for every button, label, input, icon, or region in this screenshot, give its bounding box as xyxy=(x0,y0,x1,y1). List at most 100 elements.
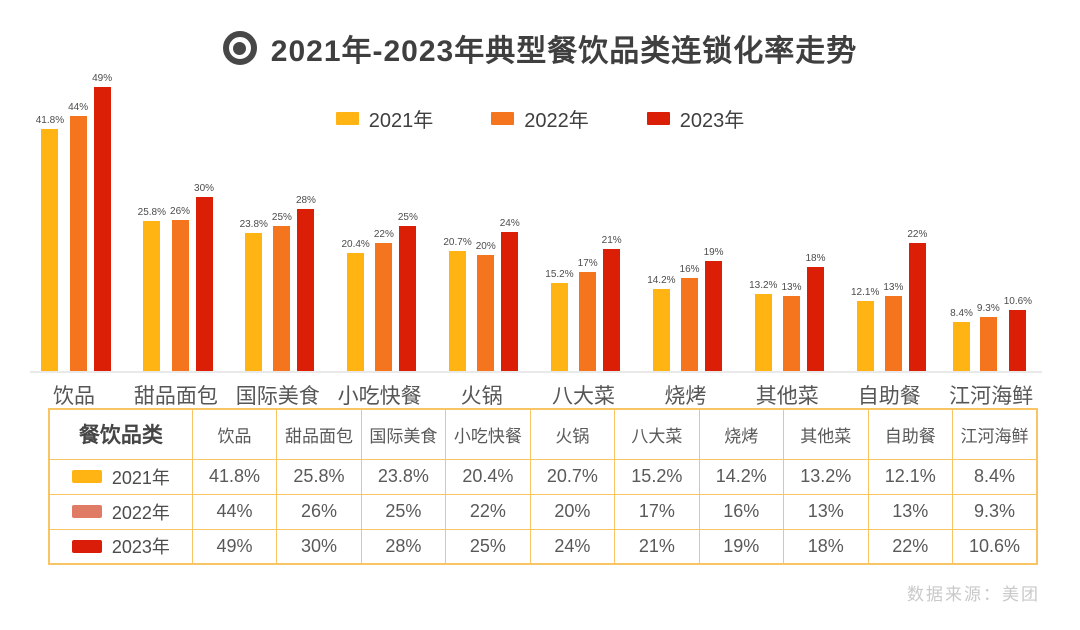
bar-value-label: 16% xyxy=(679,264,700,275)
bar-value-label: 44% xyxy=(68,102,89,113)
table-header-row: 餐饮品类 饮品 甜品面包 国际美食 小吃快餐 火锅 八大菜 烧烤 其他菜 自助餐 江河海鲜 xyxy=(48,408,1038,460)
bar-group-江河海鲜: 8.4% 9.3% 10.6% xyxy=(940,68,1042,371)
legend-label: 2022年 xyxy=(524,110,589,132)
bar-2021年-烧烤 xyxy=(652,289,670,371)
bar-item: 13.2% xyxy=(749,280,777,371)
title-row: 2021年-2023年典型餐饮品类连锁化率走势 xyxy=(0,26,1080,70)
table-cell: 13.2% xyxy=(783,458,869,495)
category-label-国际美食: 国际美食 xyxy=(235,385,320,408)
bar-value-label: 25.8% xyxy=(137,207,167,218)
x-axis-category-labels: 饮品 甜品面包 国际美食 小吃快餐 火锅 八大菜 烧烤 其他菜 自助餐 江河海鲜 xyxy=(23,380,1042,410)
x-axis-line xyxy=(30,371,1042,373)
table-header-烧烤: 烧烤 xyxy=(698,408,785,460)
table-row-2022年: 2022年 44% 26% 25% 22% 20% 17% 16% 13% 13% 9.3% xyxy=(48,493,1038,530)
table-cell: 13% xyxy=(867,493,953,530)
bar-item: 19% xyxy=(704,247,724,371)
table-cell: 16% xyxy=(698,493,785,530)
bar-2023年-江河海鲜 xyxy=(1009,310,1027,371)
table-cell: 23.8% xyxy=(360,458,447,495)
bar-item: 49% xyxy=(92,73,112,371)
bar-2023年-烧烤 xyxy=(705,261,723,371)
table-cell: 19% xyxy=(698,528,785,565)
table-header-自助餐: 自助餐 xyxy=(867,408,953,460)
bar-item: 28% xyxy=(296,195,316,371)
bar-value-label: 28% xyxy=(295,195,316,206)
bar-2023年-国际美食 xyxy=(297,209,315,371)
table-cell: 13% xyxy=(783,493,869,530)
bar-value-label: 13% xyxy=(883,282,904,293)
bar-value-label: 10.6% xyxy=(1003,296,1033,307)
data-source-text: 数据来源：美团 xyxy=(907,585,1040,604)
table-cell: 22% xyxy=(445,493,531,530)
table-corner-header: 餐饮品类 xyxy=(48,408,193,460)
bar-item: 25% xyxy=(272,212,292,371)
bar-item: 13% xyxy=(883,282,903,371)
legend-label: 2021年 xyxy=(368,110,434,132)
row-year-label: 2022年 xyxy=(111,502,170,523)
table-cell: 14.2% xyxy=(698,458,785,495)
bar-item: 26% xyxy=(170,206,190,371)
bar-item: 15.2% xyxy=(545,269,574,371)
table-cell: 25% xyxy=(360,493,447,530)
bar-2023年-甜品面包 xyxy=(195,197,213,371)
table-cell: 25.8% xyxy=(276,458,362,495)
bar-value-label: 41.8% xyxy=(35,115,65,126)
bar-2021年-小吃快餐 xyxy=(347,253,365,371)
bar-value-label: 25% xyxy=(271,212,292,223)
table-cell: 30% xyxy=(276,528,362,565)
bar-2022年-甜品面包 xyxy=(171,220,189,371)
row-year-label: 2023年 xyxy=(111,537,170,558)
bar-value-label: 30% xyxy=(194,183,215,194)
bar-2021年-甜品面包 xyxy=(143,221,161,371)
bar-item: 25% xyxy=(398,212,418,371)
bar-group-自助餐: 12.1% 13% 22% xyxy=(838,68,940,371)
bar-2023年-火锅 xyxy=(501,232,519,371)
table-cell: 28% xyxy=(360,528,447,565)
category-label-烧烤: 烧烤 xyxy=(664,385,707,408)
bar-group-甜品面包: 25.8% 26% 30% xyxy=(125,68,227,371)
table-cell: 18% xyxy=(783,528,869,565)
bar-value-label: 21% xyxy=(601,235,622,246)
category-label-饮品: 饮品 xyxy=(52,385,95,408)
bar-value-label: 25% xyxy=(397,212,418,223)
table-cell: 22% xyxy=(867,528,953,565)
table-header-八大菜: 八大菜 xyxy=(614,408,700,460)
table-cell: 26% xyxy=(276,493,362,530)
bar-value-label: 20.7% xyxy=(443,237,472,248)
bar-2023年-饮品 xyxy=(93,87,111,371)
category-label-自助餐: 自助餐 xyxy=(857,385,921,408)
bar-item: 10.6% xyxy=(1004,296,1032,371)
legend-swatch-icon xyxy=(335,112,359,125)
bar-item: 22% xyxy=(907,229,927,371)
table-header-江河海鲜: 江河海鲜 xyxy=(951,408,1038,460)
legend-item-2022年: 2022年 xyxy=(491,104,589,133)
page-title: 2021年-2023年典型餐饮品类连锁化率走势 xyxy=(270,35,858,68)
table-cell: 8.4% xyxy=(951,458,1038,495)
table-cell: 49% xyxy=(191,528,278,565)
bar-2022年-自助餐 xyxy=(884,296,902,371)
table-header-小吃快餐: 小吃快餐 xyxy=(445,408,531,460)
bar-item: 30% xyxy=(194,183,214,371)
bar-item: 21% xyxy=(602,235,622,371)
category-label-甜品面包: 甜品面包 xyxy=(133,385,218,408)
bar-2022年-烧烤 xyxy=(681,278,699,371)
bar-2022年-八大菜 xyxy=(579,272,597,371)
bar-2021年-其他菜 xyxy=(754,294,772,371)
bar-item: 20.7% xyxy=(443,237,472,371)
bar-value-label: 20% xyxy=(475,241,496,252)
bar-item: 18% xyxy=(805,253,825,371)
bar-2023年-自助餐 xyxy=(908,243,926,371)
bar-2022年-其他菜 xyxy=(782,296,800,371)
category-label-八大菜: 八大菜 xyxy=(551,385,615,408)
table-header-其他菜: 其他菜 xyxy=(783,408,869,460)
bar-item: 8.4% xyxy=(950,308,973,371)
row-swatch-icon xyxy=(71,470,102,483)
bar-item: 25.8% xyxy=(138,207,166,371)
table-row-2023年: 2023年 49% 30% 28% 25% 24% 21% 19% 18% 22% 10.6% xyxy=(48,528,1038,565)
bar-2023年-八大菜 xyxy=(603,249,621,371)
bar-value-label: 13% xyxy=(781,282,802,293)
bar-value-label: 22% xyxy=(907,229,928,240)
bar-value-label: 12.1% xyxy=(851,287,880,298)
bar-2022年-江河海鲜 xyxy=(979,317,997,371)
